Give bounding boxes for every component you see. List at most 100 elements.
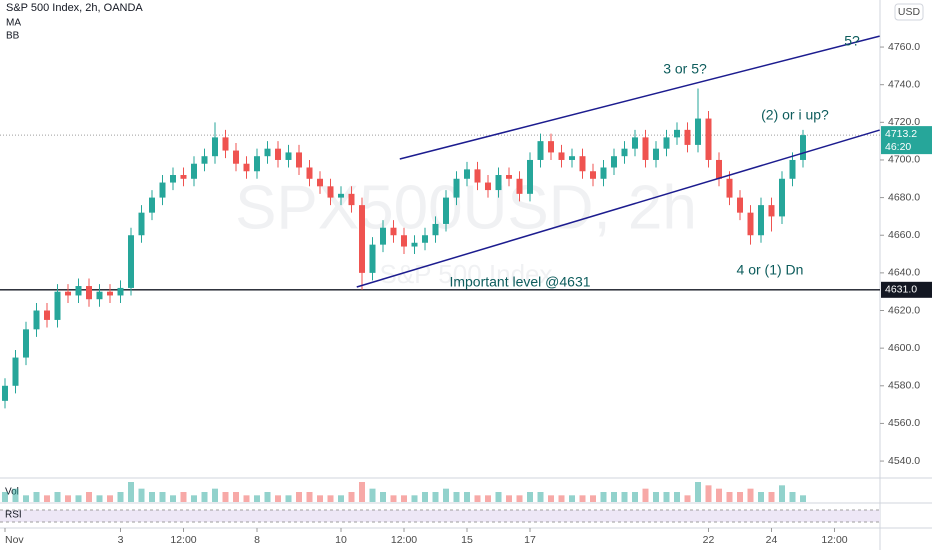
x-tick-label: 3: [118, 534, 124, 546]
candle-body: [222, 137, 229, 151]
candle-body: [149, 197, 155, 213]
trend-line: [399, 35, 880, 160]
y-tick-label: 4620.0: [888, 304, 920, 316]
watermark: SPX500USD, 2h: [235, 173, 697, 242]
candle-body: [548, 141, 554, 153]
x-tick-label: 22: [703, 534, 715, 546]
y-tick-label: 4540.0: [888, 455, 920, 467]
volume-bar: [579, 495, 586, 502]
level-tag: [881, 281, 932, 298]
volume-bar: [369, 488, 376, 502]
candle-body: [23, 329, 29, 358]
volume-bar: [128, 482, 134, 502]
volume-bar: [222, 492, 229, 502]
volume-bar: [149, 492, 155, 502]
candle-body: [401, 235, 407, 247]
candle-body: [527, 159, 533, 194]
volume-bar: [348, 492, 355, 502]
candle-body: [747, 212, 754, 236]
annotation: 3 or 5?: [663, 61, 707, 77]
indicator-label: BB: [6, 31, 20, 42]
y-tick-label: 4560.0: [888, 417, 920, 429]
volume-label: Vol: [5, 487, 19, 498]
volume-bar: [590, 495, 596, 502]
candle-body: [75, 286, 82, 296]
candle-body: [180, 175, 187, 179]
volume-bar: [264, 492, 271, 502]
y-tick-label: 4600.0: [888, 342, 920, 354]
volume-bar: [516, 495, 523, 502]
volume-bar: [716, 488, 722, 502]
volume-bar: [296, 492, 302, 502]
volume-bar: [485, 495, 491, 502]
volume-bar: [600, 492, 607, 502]
volume-bar: [117, 492, 124, 502]
annotation: (2) or i up?: [761, 107, 829, 123]
volume-bar: [611, 492, 617, 502]
candle-body: [800, 135, 806, 160]
volume-bar: [558, 495, 565, 502]
volume-bar: [537, 492, 544, 502]
candle-body: [632, 137, 638, 149]
last-price-label: 4713.2: [885, 128, 917, 140]
candle-body: [653, 148, 659, 160]
y-tick-label: 4640.0: [888, 267, 920, 279]
candle-body: [443, 197, 449, 224]
last-price-tag: [881, 126, 932, 155]
volume-bar: [327, 495, 334, 502]
candle-body: [117, 287, 124, 296]
candle-body: [33, 310, 40, 330]
volume-bar: [548, 495, 554, 502]
annotation: 5?: [844, 33, 860, 49]
candle-body: [695, 118, 701, 145]
indicator-label: MA: [6, 18, 21, 29]
y-tick-label: 4660.0: [888, 229, 920, 241]
candle-body: [726, 178, 733, 198]
y-tick-label: 4760.0: [888, 41, 920, 53]
chart-title: S&P 500 Index, 2h, OANDA: [6, 2, 143, 14]
volume-bar: [726, 492, 733, 502]
volume-bar: [632, 492, 638, 502]
x-tick-label: 24: [766, 534, 778, 546]
candle-body: [201, 156, 208, 164]
volume-bar: [23, 495, 29, 502]
x-tick-label: 12:00: [821, 534, 847, 546]
y-tick-label: 4700.0: [888, 154, 920, 166]
candle-body: [485, 182, 491, 191]
candle-body: [579, 156, 586, 172]
x-tick-label: 10: [335, 534, 347, 546]
volume-bar: [2, 492, 8, 502]
y-tick-label: 4740.0: [888, 78, 920, 90]
volume-bar: [285, 495, 292, 502]
x-tick-label: 12:00: [391, 534, 417, 546]
trend-line: [356, 129, 880, 288]
volume-bar: [138, 488, 145, 502]
volume-bar: [401, 495, 407, 502]
volume-bar: [789, 492, 796, 502]
watermark-sub: S&P 500 Index: [380, 259, 553, 289]
candle-body: [264, 148, 271, 157]
candle-body: [779, 178, 785, 217]
volume-bar: [96, 495, 103, 502]
rsi-label: RSI: [5, 510, 22, 521]
candle-body: [432, 223, 439, 236]
volume-bar: [758, 492, 764, 502]
candle-body: [254, 156, 260, 172]
candle-body: [159, 182, 166, 198]
candle-body: [380, 227, 386, 245]
candle-body: [296, 152, 302, 168]
currency-box[interactable]: [894, 3, 924, 21]
currency[interactable]: USD: [898, 6, 921, 18]
volume-bar: [663, 492, 670, 502]
candle-body: [233, 150, 239, 164]
candle-body: [495, 175, 502, 191]
candle-body: [107, 291, 113, 296]
volume-bar: [275, 495, 281, 502]
volume-bar: [569, 495, 575, 502]
candle-body: [768, 205, 775, 217]
x-tick-label: Nov: [5, 534, 24, 546]
volume-bar: [33, 492, 40, 502]
volume-bar: [75, 495, 82, 502]
x-tick-label: 12:00: [170, 534, 196, 546]
candle-body: [663, 137, 670, 149]
